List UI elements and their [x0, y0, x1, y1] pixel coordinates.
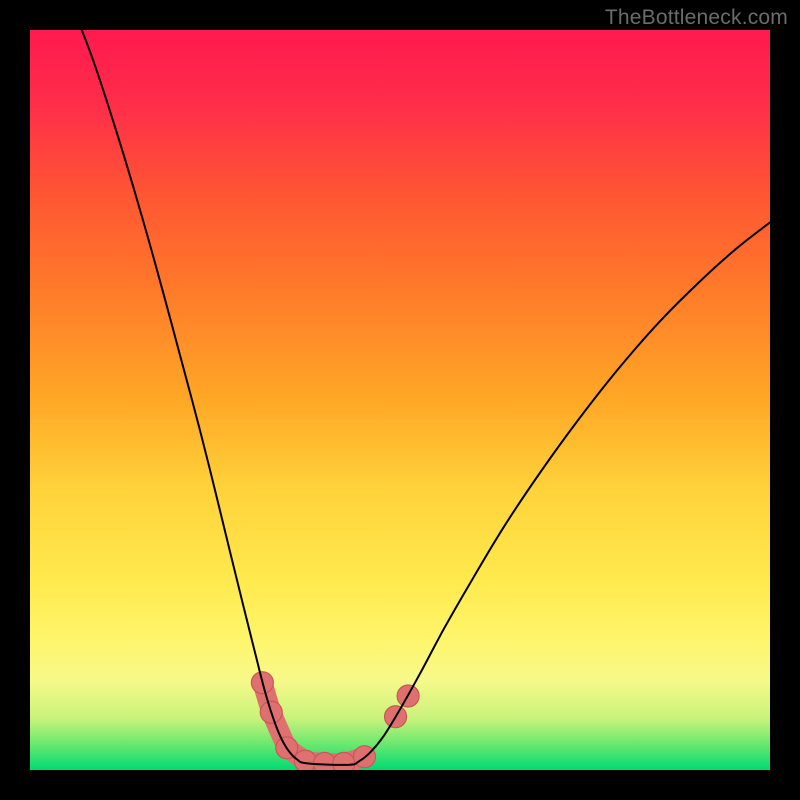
gradient-background: [30, 30, 770, 770]
bottleneck-curve-chart: [0, 0, 800, 800]
chart-canvas: TheBottleneck.com: [0, 0, 800, 800]
